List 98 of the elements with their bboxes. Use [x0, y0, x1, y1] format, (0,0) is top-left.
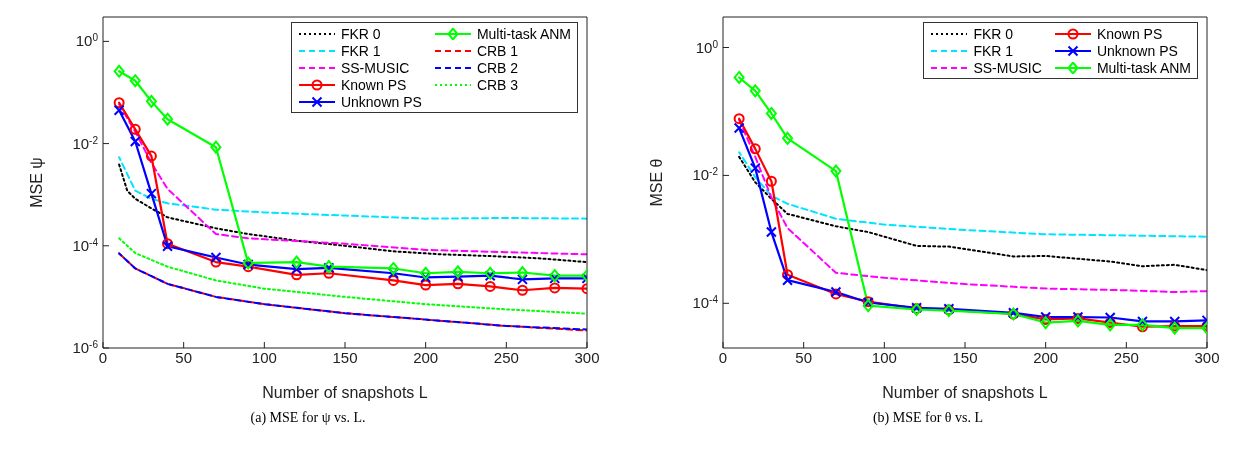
point	[387, 267, 399, 279]
x-tick-label: 300	[1194, 348, 1220, 366]
legend-label: CRB 3	[476, 76, 519, 93]
x-tick-label: 200	[1033, 348, 1059, 366]
point	[484, 266, 496, 280]
point	[387, 261, 399, 275]
y-tick-label: 10$^{-2}$	[692, 165, 719, 184]
point	[1072, 314, 1084, 328]
legend-label: SS-MUSIC	[340, 59, 410, 76]
point	[452, 271, 464, 283]
y-tick-label: 10$^{-6}$	[72, 338, 99, 356]
x-tick-label: 150	[952, 348, 978, 366]
point	[1169, 315, 1181, 327]
point	[484, 280, 496, 292]
x-axis-title: Number of snapshots L	[882, 384, 1048, 401]
point	[516, 273, 528, 285]
point	[765, 106, 777, 120]
point	[210, 256, 222, 268]
point	[162, 112, 174, 126]
x-tick-label: 250	[493, 348, 519, 366]
point	[452, 278, 464, 290]
x-tick-label: 200	[413, 348, 439, 366]
point	[749, 84, 761, 98]
text: (a) MSE for ψ vs. L.	[249, 410, 367, 426]
legend-label: Known PS	[340, 76, 407, 93]
point	[291, 255, 303, 269]
x-tick-label: 100	[251, 348, 277, 366]
legend-label: FKR 1	[340, 42, 381, 59]
x-tick-label: 0	[98, 348, 108, 366]
point	[129, 74, 141, 88]
point	[145, 150, 157, 162]
point	[862, 299, 874, 313]
legend-label: Unknown PS	[340, 93, 422, 110]
y-tick-label: 10$^{0}$	[695, 38, 719, 56]
point	[749, 162, 761, 174]
point	[1104, 311, 1116, 323]
point	[210, 252, 222, 263]
y-axis-title: MSE θ	[647, 158, 665, 207]
y-tick-label: 10$^{-4}$	[72, 236, 99, 254]
point	[210, 140, 222, 154]
point	[113, 97, 125, 109]
point	[145, 94, 157, 108]
point	[1136, 315, 1148, 327]
point	[733, 113, 745, 125]
point	[291, 263, 303, 275]
x-tick-label: 0	[718, 348, 728, 366]
legend-label: Multi-task ANM	[476, 25, 571, 42]
y-tick-label: 10$^{0}$	[75, 31, 99, 50]
point	[484, 270, 496, 282]
point	[145, 188, 157, 200]
point	[782, 269, 794, 281]
line-series	[738, 151, 1207, 238]
point	[113, 64, 125, 78]
line-series	[118, 156, 587, 220]
point	[549, 282, 561, 294]
legend-label: CRB 2	[476, 59, 519, 76]
point	[129, 135, 141, 147]
legend-label: FKR 0	[973, 25, 1014, 42]
y-tick-label: 10$^{-4}$	[692, 293, 719, 312]
x-tick-label: 150	[332, 348, 358, 366]
point	[749, 143, 761, 155]
legend-label: FKR 0	[340, 25, 381, 42]
point	[1040, 316, 1052, 330]
x-tick-label: 250	[1113, 348, 1139, 366]
point	[291, 269, 303, 281]
legend-label: Multi-task ANM	[1096, 59, 1191, 76]
y-axis-title: MSE ψ	[27, 157, 45, 208]
legend-label: CRB 1	[476, 42, 519, 59]
line-series	[118, 237, 587, 315]
point	[516, 266, 528, 280]
legend-label: SS-MUSIC	[973, 59, 1042, 76]
point	[765, 226, 777, 238]
point	[387, 274, 399, 286]
point	[129, 123, 141, 135]
x-tick-label: 50	[175, 348, 193, 366]
point	[113, 104, 125, 116]
point	[782, 274, 794, 286]
x-tick-label: 300	[574, 348, 600, 366]
legend-label: Known PS	[1096, 25, 1163, 42]
point	[420, 279, 432, 291]
point	[733, 70, 745, 84]
point	[765, 175, 777, 187]
text: (b) MSE for θ vs. L	[871, 410, 985, 426]
point	[733, 122, 745, 134]
x-tick-label: 100	[871, 348, 897, 366]
point	[830, 164, 842, 178]
point	[323, 267, 335, 279]
x-tick-label: 50	[795, 348, 813, 366]
point	[516, 284, 528, 296]
y-tick-label: 10$^{-2}$	[72, 134, 99, 152]
x-axis-title: Number of snapshots L	[262, 384, 428, 401]
point	[420, 266, 432, 280]
point	[782, 131, 794, 145]
legend-label: FKR 1	[973, 42, 1014, 59]
point	[452, 265, 464, 279]
line-series	[118, 163, 587, 264]
legend-label: Unknown PS	[1096, 42, 1178, 59]
line-series	[738, 155, 1207, 272]
